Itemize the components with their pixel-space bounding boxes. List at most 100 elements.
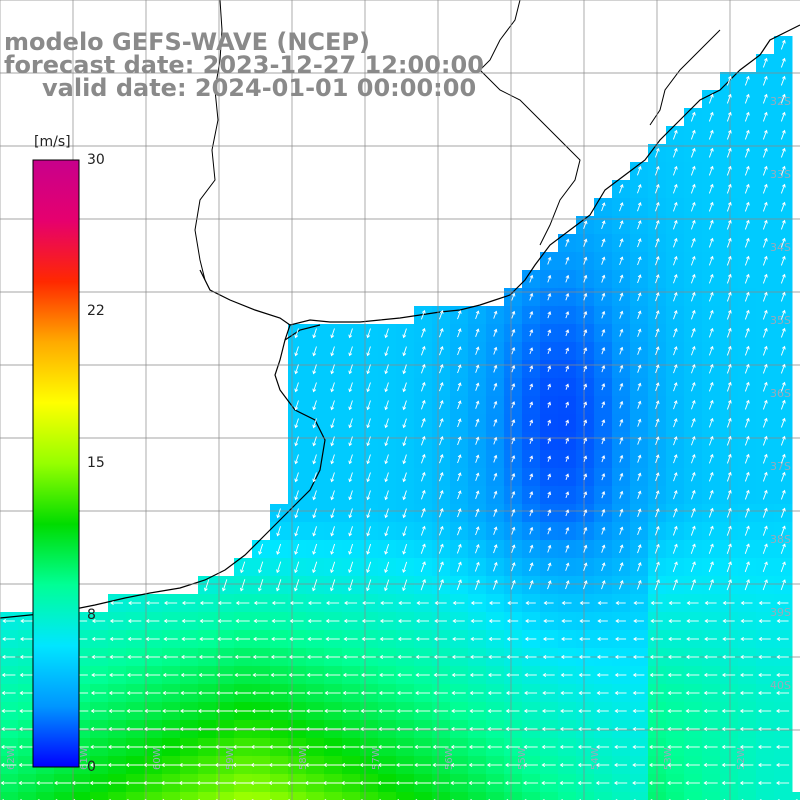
wind-arrow — [637, 328, 642, 337]
wind-arrow — [655, 525, 660, 536]
wind-arrow — [179, 763, 199, 767]
wind-arrow — [601, 383, 606, 391]
wind-arrow — [18, 781, 35, 785]
wind-arrow — [145, 619, 160, 623]
wind-arrow — [672, 129, 678, 140]
wind-arrow — [654, 147, 660, 158]
wind-arrow — [685, 727, 700, 731]
wind-arrow — [708, 471, 714, 482]
wind-arrow — [762, 489, 768, 500]
wind-arrow — [384, 579, 390, 592]
wind-arrow — [686, 601, 699, 605]
wind-arrow — [762, 129, 768, 140]
wind-arrow — [547, 274, 552, 283]
wind-arrow — [613, 781, 628, 785]
wind-arrow — [690, 147, 696, 158]
wind-arrow — [348, 454, 353, 465]
wind-arrow — [637, 238, 642, 248]
wind-arrow — [330, 579, 336, 592]
wind-arrow — [433, 691, 448, 695]
wind-arrow — [361, 637, 376, 641]
wind-arrow — [366, 382, 371, 393]
wind-arrow — [432, 781, 450, 785]
wind-arrow — [421, 507, 426, 518]
wind-arrow — [507, 601, 518, 605]
wind-cell — [450, 792, 469, 800]
wind-arrow — [542, 709, 556, 713]
wind-arrow — [726, 309, 732, 320]
wind-cell — [126, 792, 145, 800]
wind-arrow — [474, 579, 480, 590]
wind-arrow — [286, 781, 307, 785]
wind-arrow — [360, 709, 377, 713]
wind-arrow — [420, 543, 426, 554]
wind-arrow — [655, 292, 660, 302]
wind-arrow — [506, 655, 519, 659]
wind-arrow — [343, 619, 358, 623]
wind-arrow — [780, 435, 786, 446]
wind-arrow — [547, 526, 552, 535]
wind-arrow — [330, 328, 335, 339]
wind-arrow — [487, 727, 502, 731]
wind-arrow — [726, 417, 732, 428]
wind-arrow — [776, 637, 789, 641]
wind-arrow — [541, 727, 556, 731]
wind-arrow — [672, 201, 678, 212]
wind-arrow — [726, 507, 732, 518]
wind-arrow — [547, 292, 552, 301]
wind-arrow — [488, 637, 501, 641]
wind-arrow — [294, 508, 299, 519]
wind-arrow — [762, 273, 768, 284]
wind-arrow — [378, 691, 395, 695]
wind-arrow — [597, 637, 609, 641]
wind-arrow — [596, 745, 610, 749]
wind-cell — [198, 792, 217, 800]
wind-arrow — [690, 183, 696, 194]
wind-arrow — [196, 763, 217, 767]
wind-arrow — [402, 490, 407, 501]
wind-arrow — [673, 454, 678, 464]
wind-arrow — [708, 453, 714, 464]
wind-arrow — [493, 418, 498, 427]
wind-arrow — [726, 435, 732, 446]
wind-arrow — [583, 580, 588, 590]
wind-arrow — [632, 763, 645, 767]
wind-arrow — [637, 526, 642, 536]
wind-arrow — [726, 561, 732, 573]
wind-speed-field — [0, 36, 800, 800]
wind-arrow — [708, 255, 714, 266]
wind-arrow — [348, 364, 353, 375]
wind-arrow — [560, 655, 573, 659]
wind-arrow — [547, 562, 552, 571]
wind-arrow — [780, 183, 786, 194]
wind-arrow — [366, 543, 372, 555]
wind-arrow — [505, 745, 520, 749]
wind-arrow — [708, 435, 714, 446]
wind-cell — [558, 792, 577, 800]
wind-arrow — [601, 238, 606, 247]
wind-arrow — [470, 619, 483, 623]
wind-arrow — [595, 763, 610, 767]
wind-arrow — [451, 709, 466, 713]
wind-arrow — [294, 472, 299, 483]
wind-arrow — [421, 345, 426, 356]
wind-arrow — [632, 781, 646, 785]
wind-arrow — [330, 346, 335, 357]
wind-arrow — [294, 418, 299, 429]
wind-arrow — [199, 619, 214, 623]
wind-arrow — [126, 691, 143, 695]
wind-arrow — [506, 637, 519, 641]
wind-arrow — [565, 401, 570, 408]
wind-arrow — [144, 709, 161, 713]
wind-arrow — [721, 781, 736, 785]
wind-arrow — [633, 601, 644, 605]
wind-arrow — [312, 382, 317, 393]
wind-arrow — [475, 418, 480, 427]
wind-arrow — [708, 345, 714, 356]
wind-arrow — [744, 219, 750, 230]
wind-arrow — [740, 655, 753, 659]
wind-arrow — [330, 418, 335, 429]
wind-arrow — [305, 727, 324, 731]
wind-arrow — [143, 781, 163, 785]
wind-arrow — [504, 781, 521, 785]
